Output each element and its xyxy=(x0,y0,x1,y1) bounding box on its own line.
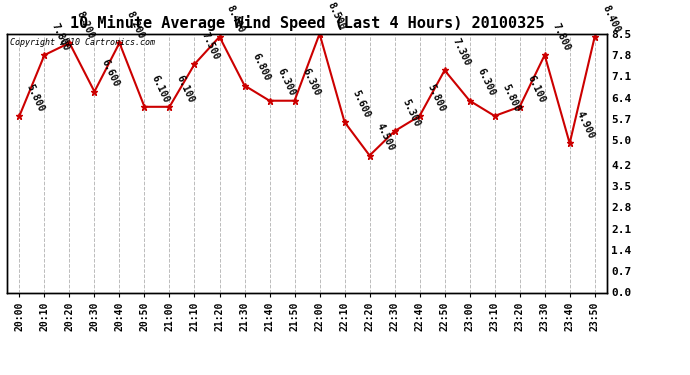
Text: 8.200: 8.200 xyxy=(125,9,146,40)
Text: 8.400: 8.400 xyxy=(225,3,246,34)
Text: 8.400: 8.400 xyxy=(600,3,622,34)
Text: 5.600: 5.600 xyxy=(350,88,372,119)
Text: 6.600: 6.600 xyxy=(100,58,121,89)
Title: 10 Minute Average Wind Speed (Last 4 Hours) 20100325: 10 Minute Average Wind Speed (Last 4 Hou… xyxy=(70,15,544,31)
Text: 6.300: 6.300 xyxy=(300,67,322,98)
Text: 5.300: 5.300 xyxy=(400,98,422,128)
Text: 7.500: 7.500 xyxy=(200,31,221,62)
Text: 6.800: 6.800 xyxy=(250,52,272,83)
Text: 6.100: 6.100 xyxy=(525,73,546,104)
Text: 6.100: 6.100 xyxy=(150,73,172,104)
Text: 5.800: 5.800 xyxy=(25,82,46,113)
Text: 5.800: 5.800 xyxy=(500,82,522,113)
Text: 6.300: 6.300 xyxy=(475,67,497,98)
Text: 7.800: 7.800 xyxy=(50,21,72,52)
Text: 4.900: 4.900 xyxy=(575,110,597,141)
Text: 6.300: 6.300 xyxy=(275,67,297,98)
Text: 4.500: 4.500 xyxy=(375,122,397,153)
Text: 6.100: 6.100 xyxy=(175,73,197,104)
Text: 7.300: 7.300 xyxy=(450,37,472,68)
Text: 7.800: 7.800 xyxy=(550,21,572,52)
Text: 8.500: 8.500 xyxy=(325,0,346,31)
Text: 8.200: 8.200 xyxy=(75,9,97,40)
Text: Copyright 2010 Cartronics.com: Copyright 2010 Cartronics.com xyxy=(10,38,155,46)
Text: 5.800: 5.800 xyxy=(425,82,446,113)
